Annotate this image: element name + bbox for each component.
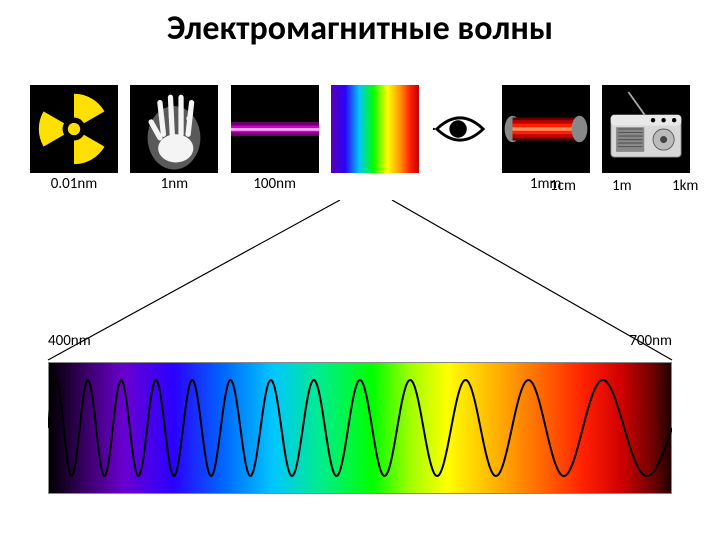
visible-spectrum-detail [48, 362, 672, 494]
label-1km: 1km [672, 177, 698, 195]
panel-visible [331, 85, 419, 193]
label-xray: 1nm [161, 175, 188, 193]
gamma-icon [30, 85, 118, 173]
panel-xray: 1nm [130, 85, 218, 193]
detail-left: 400nm [48, 332, 91, 350]
uv-beam-icon [231, 85, 319, 173]
label-1m: 1m [612, 177, 632, 195]
detail-right: 700nm [629, 332, 672, 350]
visible-spectrum-icon [331, 85, 419, 173]
label-1cm: 1cm [550, 177, 576, 195]
page-title: Электромагнитные волны [0, 0, 720, 49]
xray-hand-icon [130, 85, 218, 173]
spectrum-panels: 0.01nm 1nm [30, 85, 690, 193]
detail-wavelength-labels: 400nm 700nm [48, 332, 672, 350]
panel-uv: 100nm [231, 85, 319, 193]
panel-eye [431, 85, 489, 193]
wave-overlay [48, 362, 672, 494]
projection-lines [0, 200, 720, 380]
panel-gamma: 0.01nm [30, 85, 118, 193]
eye-icon [431, 85, 489, 173]
label-uv: 100nm [253, 175, 296, 193]
radio-icon [602, 85, 690, 173]
heater-icon [502, 85, 590, 173]
panel-ir: 1mm [502, 85, 590, 193]
label-gamma: 0.01nm [51, 175, 97, 193]
